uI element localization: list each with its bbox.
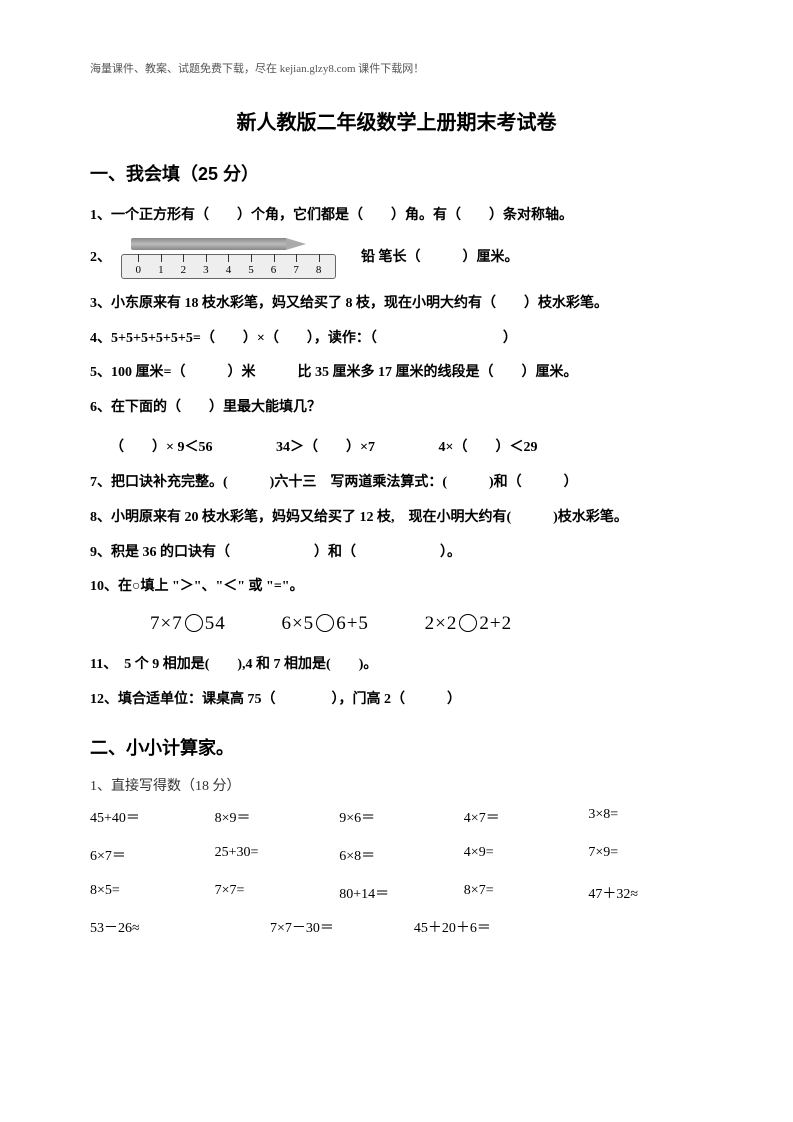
q10-item-c: 2×22+2 [425, 613, 512, 635]
header-note: 海量课件、教案、试题免费下载，尽在 kejian.glzy8.com 课件下载网… [90, 60, 703, 76]
question-10-items: 7×754 6×56+5 2×22+2 [150, 613, 703, 635]
ruler-num: 1 [158, 264, 164, 276]
ruler-num: 8 [316, 264, 322, 276]
question-7: 7、把口诀补充完整。( )六十三 写两道乘法算式：( )和（ ） [90, 468, 703, 499]
question-5: 5、100 厘米=（ ）米 比 35 厘米多 17 厘米的线段是（ ）厘米。 [90, 358, 703, 389]
question-9: 9、积是 36 的口诀有（ ）和（ ）。 [90, 538, 703, 569]
calc-item: 7×9= [588, 845, 703, 865]
ruler-image: 0 1 2 3 4 5 6 7 8 [116, 236, 346, 281]
calc-grid: 45+40＝ 8×9＝ 9×6＝ 4×7＝ 3×8= 6×7＝ 25+30= 6… [90, 807, 703, 903]
q2-prefix: 2、 [90, 243, 111, 274]
calc-item: 45+40＝ [90, 807, 205, 827]
circle-icon [316, 614, 334, 632]
calc-item: 4×9= [464, 845, 579, 865]
q6-item-a: （ ）× 9＜56 [110, 440, 212, 455]
section2-heading: 二、小小计算家。 [90, 734, 703, 760]
question-8: 8、小明原来有 20 枝水彩笔，妈妈又给买了 12 枝, 现在小明大约有( )枝… [90, 503, 703, 534]
calc-item: 47＋32≈ [588, 883, 703, 903]
ruler-icon: 0 1 2 3 4 5 6 7 8 [121, 254, 336, 279]
circle-icon [185, 614, 203, 632]
q6-item-c: 4×（ ）＜29 [438, 440, 537, 455]
pencil-icon [131, 238, 306, 250]
section1-heading: 一、我会填（25 分） [90, 160, 703, 186]
calc-item: 25+30= [215, 845, 330, 865]
ruler-num: 5 [248, 264, 254, 276]
calc-item: 4×7＝ [464, 807, 579, 827]
calc-item: 53－26≈ [90, 917, 190, 937]
circle-icon [459, 614, 477, 632]
question-6: 6、在下面的（ ）里最大能填几？ [90, 393, 703, 424]
ruler-num: 7 [293, 264, 299, 276]
calc-item: 8×5= [90, 883, 205, 903]
calc-item: 45＋20＋6＝ [414, 917, 491, 937]
question-6-items: （ ）× 9＜56 34＞（ ）×7 4×（ ）＜29 [110, 436, 703, 456]
question-10: 10、在○填上 "＞"、"＜" 或 "="。 [90, 572, 703, 603]
question-11: 11、 5 个 9 相加是( ),4 和 7 相加是( )。 [90, 650, 703, 681]
q10-item-b: 6×56+5 [281, 613, 368, 635]
question-3: 3、小东原来有 18 枝水彩笔，妈又给买了 8 枝，现在小明大约有（ ）枝水彩笔… [90, 289, 703, 320]
calc-item: 3×8= [588, 807, 703, 827]
page-title: 新人教版二年级数学上册期末考试卷 [90, 106, 703, 135]
ruler-num: 2 [181, 264, 187, 276]
question-12: 12、填合适单位：课桌高 75（ ），门高 2（ ） [90, 685, 703, 716]
calc-item: 6×8＝ [339, 845, 454, 865]
calc-item: 7×7= [215, 883, 330, 903]
q10-item-a: 7×754 [150, 613, 226, 635]
calc-item: 8×7= [464, 883, 579, 903]
calc-item: 7×7－30＝ [270, 917, 334, 937]
calc-item: 8×9＝ [215, 807, 330, 827]
sub-question-1: 1、直接写得数（18 分） [90, 775, 703, 795]
calc-row-2: 53－26≈ 7×7－30＝ 45＋20＋6＝ [90, 917, 703, 937]
q6-item-b: 34＞（ ）×7 [276, 440, 375, 455]
question-4: 4、5+5+5+5+5+5=（ ）×（ ），读作：（ ） [90, 324, 703, 355]
question-2: 2、 0 1 2 3 4 5 6 7 8 铅 笔长（ ）厘米。 [90, 236, 703, 281]
calc-item: 6×7＝ [90, 845, 205, 865]
calc-item: 80+14＝ [339, 883, 454, 903]
q2-suffix: 铅 笔长（ ）厘米。 [361, 243, 519, 274]
ruler-num: 0 [136, 264, 142, 276]
calc-item: 9×6＝ [339, 807, 454, 827]
ruler-num: 6 [271, 264, 277, 276]
question-1: 1、一个正方形有（ ）个角，它们都是（ ）角。有（ ）条对称轴。 [90, 201, 703, 232]
ruler-num: 3 [203, 264, 209, 276]
ruler-num: 4 [226, 264, 232, 276]
